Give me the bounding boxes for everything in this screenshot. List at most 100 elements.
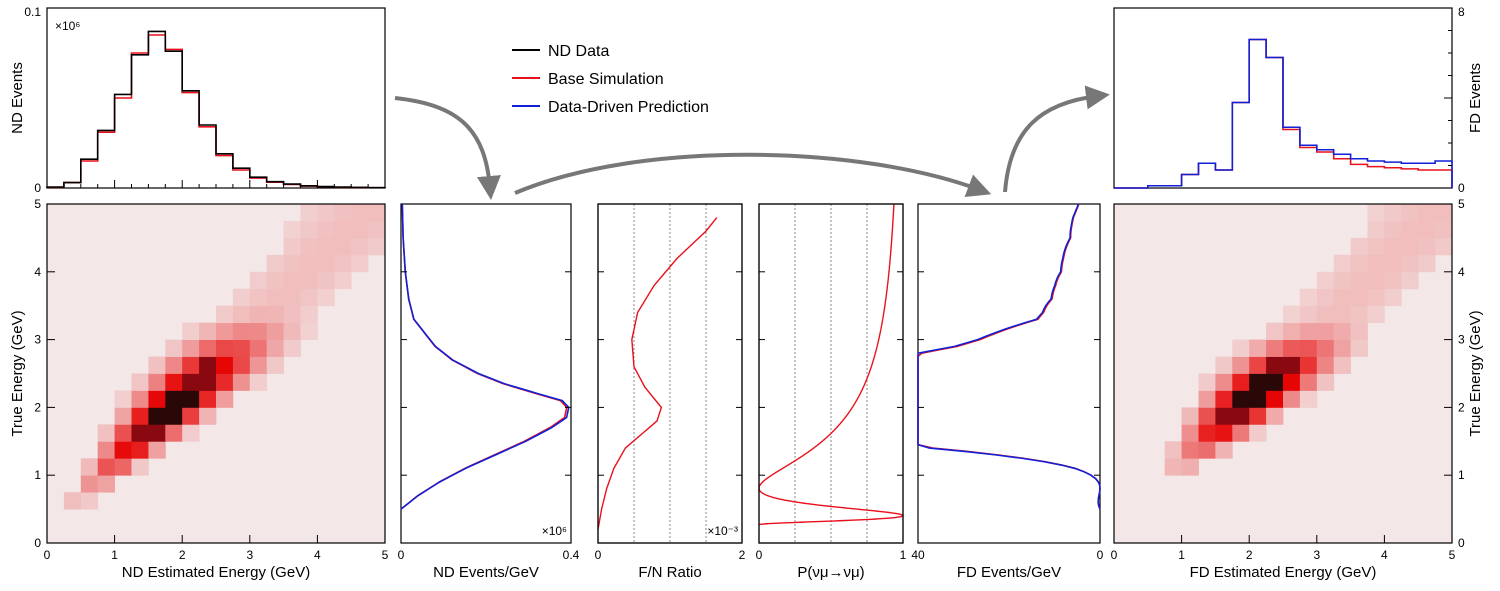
heatmap-cell	[1232, 356, 1250, 374]
heatmap-cell	[1249, 356, 1267, 374]
heatmap-cell	[317, 254, 335, 273]
heatmap-cell	[1350, 271, 1368, 290]
heatmap-cell	[148, 424, 166, 442]
heatmap-cell	[1299, 356, 1318, 374]
y-axis-label: ND Events	[9, 62, 26, 134]
x-tick-label: 0	[1097, 548, 1104, 562]
heatmap-cell	[80, 458, 99, 476]
heatmap-cell	[1384, 271, 1402, 290]
heatmap-cell	[351, 204, 369, 222]
x-axis-label: F/N Ratio	[638, 564, 701, 581]
heatmap-cell	[1384, 254, 1402, 273]
heatmap-cell	[216, 356, 234, 374]
heatmap-cell	[1232, 390, 1250, 408]
heatmap-cell	[283, 322, 301, 340]
plot-frame	[758, 203, 904, 544]
heatmap-cell	[1198, 424, 1216, 442]
heatmap-cell	[1164, 458, 1182, 476]
x-tick-label: 0	[398, 548, 405, 562]
legend-label-base-simulation: Base Simulation	[548, 71, 664, 88]
series-fn-ratio	[597, 217, 718, 530]
x-tick-label: 1	[111, 548, 118, 562]
heatmap-cell	[199, 356, 217, 374]
heatmap-cell	[1232, 339, 1250, 357]
heatmap-cell	[1299, 390, 1318, 408]
x-tick-label: 2	[1246, 548, 1253, 562]
heatmap-cell	[97, 424, 115, 442]
heatmap-cell	[266, 356, 284, 374]
heatmap-cell	[249, 271, 268, 290]
heatmap-cell	[1266, 373, 1284, 391]
heatmap-cell	[1333, 356, 1351, 374]
heatmap-cell	[1198, 407, 1216, 425]
x-multiplier: ×10⁶	[542, 524, 567, 538]
heatmap-cell	[1215, 373, 1233, 391]
series-data-driven-prediction	[917, 203, 1101, 510]
heatmap-cell	[165, 339, 183, 357]
heatmap-cell	[334, 220, 352, 239]
y-tick-label: 0	[34, 536, 41, 550]
heatmap-cell	[148, 373, 166, 391]
y-tick-label: 0.1	[24, 5, 41, 19]
heatmap-cell	[351, 237, 369, 256]
y-tick-label: 1	[34, 468, 41, 482]
heatmap-cell	[1435, 204, 1453, 222]
heatmap-cell	[1232, 373, 1250, 391]
heatmap-cell	[131, 424, 149, 442]
heatmap-cell	[1283, 339, 1301, 357]
heatmap-cell	[232, 322, 251, 340]
heatmap-cell	[199, 390, 217, 408]
arrow-nd-to-true-spectrum	[394, 96, 501, 200]
heatmap-cell	[1418, 204, 1436, 222]
heatmap-cell	[1401, 237, 1419, 256]
heatmap-cell	[1333, 305, 1351, 324]
heatmap-cell	[165, 373, 183, 391]
x-axis-label: ND Events/GeV	[433, 564, 539, 581]
heatmap-cell	[249, 356, 268, 374]
heatmap-cell	[1299, 373, 1318, 391]
heatmap-cell	[1367, 237, 1385, 256]
heatmap-cell	[1401, 271, 1419, 290]
heatmap-cell	[80, 492, 99, 510]
heatmap-cell	[300, 254, 318, 273]
heatmap-cell	[232, 288, 251, 307]
y-tick-label: 3	[1458, 333, 1465, 347]
heatmap-cell	[216, 322, 234, 340]
fd-energy-heatmap: 0 0 1 1 2 2 3 3 4 4 5 5 FD Estimated Energy (GeV) Tru…	[1111, 197, 1484, 581]
x-tick-label: 5	[1449, 548, 1456, 562]
heatmap-cell	[148, 390, 166, 408]
heatmap-cell	[1299, 305, 1318, 324]
heatmap-cell	[1418, 220, 1436, 239]
heatmap-cell	[182, 356, 200, 374]
heatmap-cell	[1367, 254, 1385, 273]
heatmap-cell	[1198, 373, 1216, 391]
heatmap-cell	[334, 254, 352, 273]
x-tick-label: 2	[739, 548, 746, 562]
heatmap-cell	[199, 373, 217, 391]
y-tick-label: 0	[1458, 181, 1465, 195]
heatmap-cell	[1232, 407, 1250, 425]
heatmap-cell	[1333, 254, 1351, 273]
heatmap-cell	[1232, 424, 1250, 442]
heatmap-cell	[1316, 305, 1335, 324]
heatmap-cell	[182, 339, 200, 357]
heatmap-cell	[131, 441, 149, 459]
x-axis-label: ND Estimated Energy (GeV)	[122, 564, 310, 581]
heatmap-cell	[1401, 220, 1419, 239]
heatmap-cell	[1215, 407, 1233, 425]
heatmap-cell	[182, 424, 200, 442]
heatmap-cell	[63, 492, 82, 510]
x-axis-label: FD Estimated Energy (GeV)	[1190, 564, 1377, 581]
heatmap-cell	[283, 237, 301, 256]
x-tick-label: 0	[595, 548, 602, 562]
heatmap-cell	[283, 339, 301, 357]
heatmap-cell	[1249, 373, 1267, 391]
fd-events-histogram: 0 8 FD Events	[1113, 5, 1484, 195]
heatmap-cell	[165, 407, 183, 425]
heatmap-cell	[199, 322, 217, 340]
heatmap-cell	[1435, 237, 1453, 256]
series-base-simulation	[400, 203, 568, 510]
heatmap-cell	[1350, 339, 1368, 357]
heatmap-cell	[165, 356, 183, 374]
heatmap-cell	[249, 373, 268, 391]
